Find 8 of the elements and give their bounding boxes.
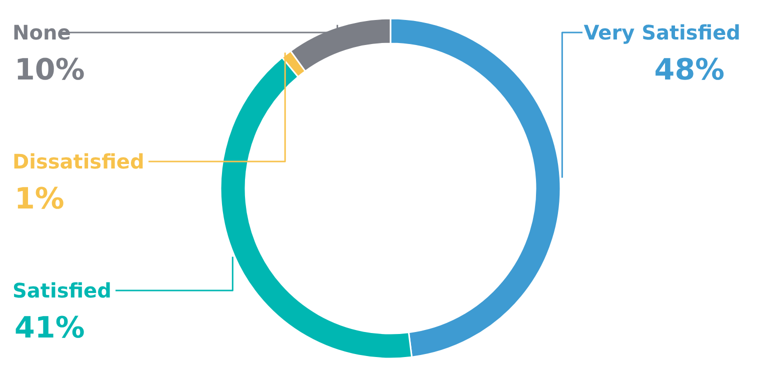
data-label: 48% [654,52,725,86]
data-label: 41% [14,310,85,344]
data-label: 1% [14,182,64,216]
data-label: 10% [14,52,85,86]
slice-label: Satisfied [12,278,112,302]
slice-label: Dissatisfied [12,150,144,174]
slice-label: Very Satisfied [584,20,741,44]
slice-label: None [12,20,71,44]
